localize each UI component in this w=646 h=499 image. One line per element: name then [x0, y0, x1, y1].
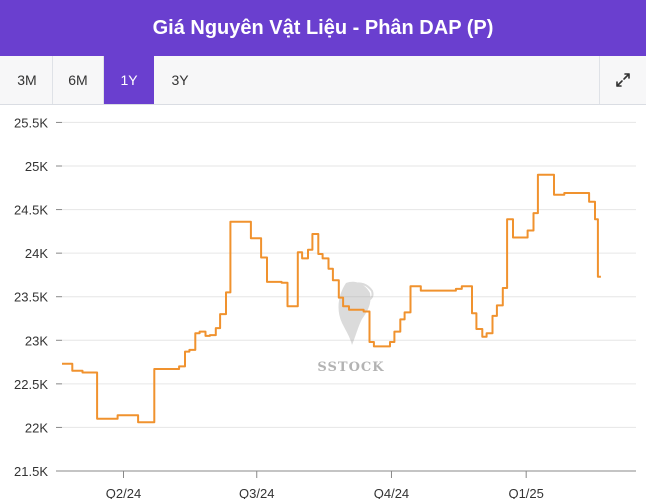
fullscreen-button[interactable] [599, 56, 646, 104]
expand-icon [616, 73, 630, 87]
y-tick-label: 25K [25, 159, 48, 174]
range-tab-label: 1Y [120, 72, 138, 88]
x-tick-label: Q3/24 [239, 486, 274, 499]
range-tab-1y[interactable]: 1Y [104, 56, 154, 104]
y-tick-label: 23K [25, 333, 48, 348]
series-line [62, 173, 601, 424]
chart-header: Giá Nguyên Vật Liệu - Phân DAP (P) [0, 0, 646, 56]
y-tick-label: 21.5K [14, 464, 48, 479]
range-tab-3y[interactable]: 3Y [155, 56, 205, 104]
page-title: Giá Nguyên Vật Liệu - Phân DAP (P) [152, 16, 494, 39]
watermark-text: SSTOCK [317, 360, 384, 375]
range-tab-label: 3Y [171, 72, 189, 88]
x-tick-label: Q4/24 [374, 486, 409, 499]
y-tick-label: 23.5K [14, 290, 48, 305]
range-tab-3m[interactable]: 3M [2, 56, 53, 104]
watermark: SSTOCK [317, 281, 384, 375]
y-tick-label: 25.5K [14, 115, 48, 130]
y-tick-label: 24.5K [14, 203, 48, 218]
y-tick-label: 24K [25, 246, 48, 261]
horse-head-logo [338, 281, 374, 345]
y-tick-label: 22.5K [14, 377, 48, 392]
chart-area: SSTOCK 21.5K 22K 22.5K 23K 23.5K 24K 24.5K 25K 2… [0, 105, 646, 499]
price-chart: SSTOCK 21.5K 22K 22.5K 23K 23.5K 24K 24.5K 25K 2… [14, 115, 636, 499]
x-tick-label: Q2/24 [106, 486, 141, 499]
range-tab-label: 6M [68, 72, 88, 88]
range-toolbar: 3M 6M 1Y 3Y [0, 56, 646, 105]
y-tick-label: 22K [25, 420, 48, 435]
range-tab-6m[interactable]: 6M [53, 56, 104, 104]
x-tick-label: Q1/25 [508, 486, 543, 499]
range-tab-label: 3M [17, 72, 37, 88]
